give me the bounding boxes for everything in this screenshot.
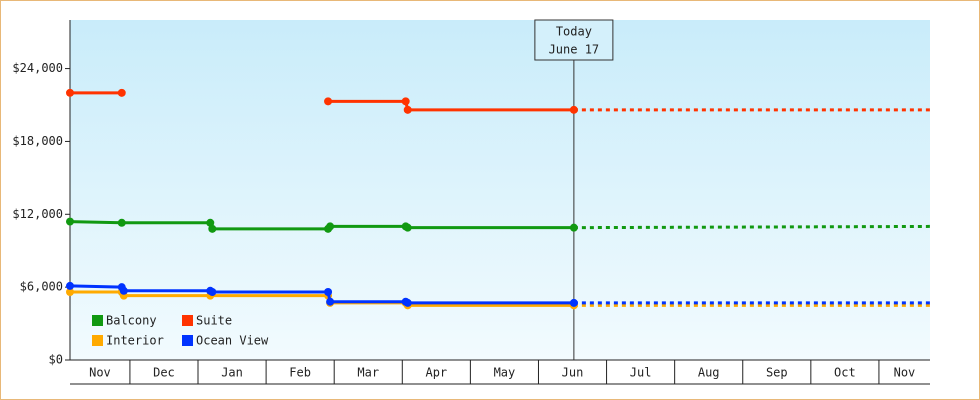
today-date: June 17 [549, 43, 600, 57]
legend-swatch [92, 315, 103, 326]
today-label: Today [556, 25, 592, 39]
price-line [70, 91, 574, 112]
y-tick-label: $18,000 [12, 134, 63, 148]
price-point [208, 224, 217, 233]
x-tick-label: May [494, 366, 516, 380]
price-point [66, 281, 74, 290]
price-point [403, 223, 412, 232]
x-tick-label: Sep [766, 366, 788, 380]
today-box [534, 19, 614, 61]
x-tick-label: Mar [357, 366, 379, 380]
y-tick-label: $24,000 [12, 61, 63, 75]
price-point [117, 218, 126, 227]
price-point [66, 288, 74, 296]
price-point [66, 217, 74, 226]
x-tick-label: Nov [89, 366, 111, 380]
y-tick-label: $12,000 [12, 207, 63, 221]
price-point [119, 286, 128, 295]
legend-swatch [182, 315, 193, 326]
price-point [403, 105, 412, 114]
price-point [117, 88, 126, 97]
x-tick-label: Apr [425, 366, 447, 380]
x-tick-label: Aug [698, 366, 720, 380]
legend-label: Interior [106, 334, 164, 348]
price-point [324, 288, 333, 296]
price-point [569, 223, 578, 232]
price-point [324, 97, 333, 106]
legend-swatch [182, 335, 193, 346]
plot-area [70, 20, 930, 360]
legend-label: Suite [196, 314, 232, 328]
forecast-line [573, 224, 931, 230]
price-point [401, 97, 410, 106]
price-point [326, 297, 335, 306]
y-tick-label: $0 [49, 353, 63, 367]
price-point [326, 222, 335, 231]
legend-label: Balcony [106, 314, 157, 328]
x-tick-label: Feb [289, 366, 311, 380]
x-tick-label: Dec [153, 366, 175, 380]
x-tick-label: Jan [221, 366, 243, 380]
price-point [208, 288, 217, 296]
x-tick-label: Oct [834, 366, 856, 380]
price-point [569, 105, 578, 114]
legend-label: Ocean View [196, 334, 269, 348]
x-tick-label: Jul [630, 366, 652, 380]
price-point [403, 298, 412, 307]
legend-swatch [92, 335, 103, 346]
price-point [206, 218, 215, 227]
x-tick-label: Jun [562, 366, 584, 380]
price-point [66, 88, 74, 97]
price-point [569, 298, 578, 307]
y-tick-label: $6,000 [20, 280, 63, 294]
x-tick-label: Nov [894, 366, 916, 380]
